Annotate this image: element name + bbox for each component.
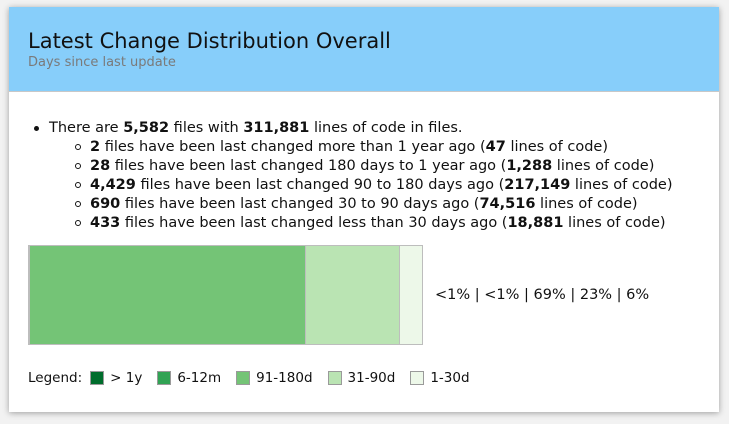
page-subtitle: Days since last update [28,55,176,70]
legend-item: 6-12m [157,370,221,386]
breakdown-row-over-1y: 2 files have been last changed more than… [74,138,672,157]
total-lines: 311,881 [243,120,310,136]
bar-segment-31-90d [305,245,400,345]
row-files: 4,429 [90,177,136,193]
row-tail: lines of code) [505,139,609,155]
row-tail: lines of code) [535,196,638,212]
row-files: 28 [90,158,111,174]
row-tail: lines of code) [552,158,655,174]
summary-breakdown: 2 files have been last changed more than… [49,138,672,233]
row-text: files have been last changed 30 to 90 da… [120,196,480,212]
row-files: 2 [90,139,101,155]
legend-swatch [327,371,342,385]
summary-mid: files with [169,120,244,136]
legend-swatch [90,371,105,385]
report-card: Latest Change Distribution Overall Days … [9,7,719,412]
summary-suffix: lines of code in files. [309,120,463,136]
row-lines: 217,149 [504,177,571,193]
summary-prefix: There are [49,120,124,136]
legend-label: 1-30d [430,370,470,386]
legend-swatch [410,371,425,385]
row-lines: 74,516 [479,196,536,212]
legend-item: > 1y [90,370,142,386]
distribution-bar [28,245,426,345]
card-header: Latest Change Distribution Overall Days … [9,7,719,92]
row-lines: 47 [485,139,506,155]
row-lines: 1,288 [506,158,553,174]
row-files: 433 [90,215,121,231]
legend: Legend: > 1y 6-12m 91-180d 31-90d 1-30d [28,370,485,386]
legend-swatch [236,371,251,385]
row-text: files have been last changed 180 days to… [110,158,507,174]
total-files: 5,582 [123,120,170,136]
legend-label: > 1y [110,370,143,386]
breakdown-row-180d-1y: 28 files have been last changed 180 days… [74,157,672,176]
row-tail: lines of code) [563,215,666,231]
row-lines: 18,881 [507,215,564,231]
row-text: files have been last changed 90 to 180 d… [135,177,505,193]
legend-label: 31-90d [347,370,396,386]
row-files: 690 [90,196,121,212]
legend-title: Legend: [28,370,83,386]
distribution-percent-label: <1% | <1% | 69% | 23% | 6% [435,287,650,303]
legend-item: 1-30d [410,370,470,386]
summary-section: There are 5,582 files with 311,881 lines… [33,119,672,233]
row-tail: lines of code) [570,177,673,193]
legend-item: 31-90d [327,370,396,386]
legend-label: 6-12m [177,370,222,386]
breakdown-row-30-90d: 690 files have been last changed 30 to 9… [74,195,672,214]
breakdown-row-90-180d: 4,429 files have been last changed 90 to… [74,176,673,195]
bar-segment-91-180d [29,245,306,345]
summary-list: There are 5,582 files with 311,881 lines… [33,119,672,233]
legend-label: 91-180d [256,370,313,386]
bar-segment-1-30d [399,245,423,345]
breakdown-row-under-30d: 433 files have been last changed less th… [74,214,672,233]
legend-swatch [157,371,172,385]
legend-item: 91-180d [236,370,313,386]
summary-total: There are 5,582 files with 311,881 lines… [33,119,672,233]
page-title: Latest Change Distribution Overall [28,29,391,53]
row-text: files have been last changed less than 3… [120,215,508,231]
row-text: files have been last changed more than 1… [100,139,486,155]
